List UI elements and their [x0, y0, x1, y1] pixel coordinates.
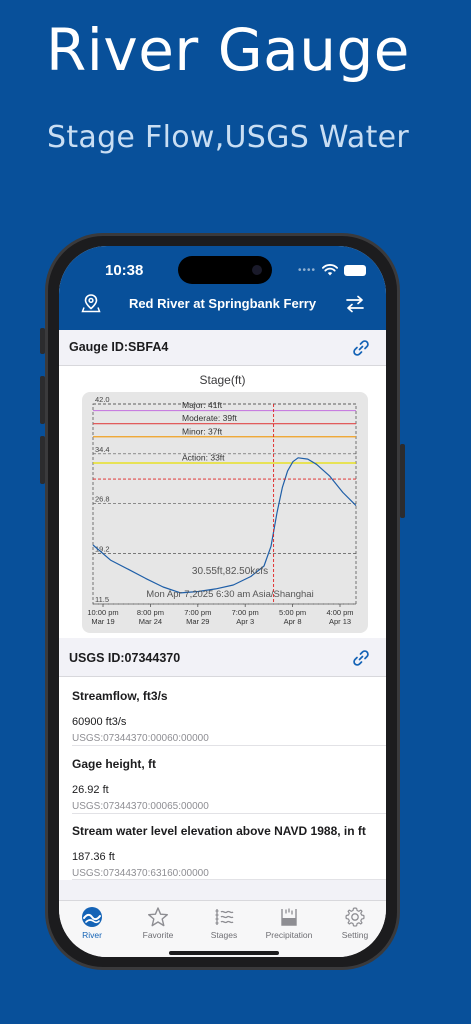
nav-title: Red River at Springbank Ferry — [128, 296, 317, 311]
gear-icon — [345, 907, 365, 927]
y-tick-label: 42.0 — [95, 395, 110, 404]
parameter-name: Streamflow, ft3/s — [72, 689, 168, 703]
chart-panel: Stage(ft) 42.0 34.4 26.8 19.2 11.5 Major: 41f… — [59, 366, 386, 638]
stages-waves-icon — [215, 909, 234, 925]
list-item[interactable]: Stream water level elevation above NAVD … — [72, 824, 386, 880]
power-button — [400, 444, 405, 518]
home-indicator — [169, 951, 279, 955]
tab-label: Stages — [210, 930, 238, 940]
x-tick-time: 4:00 pm — [326, 608, 353, 617]
stage-chart[interactable]: 42.0 34.4 26.8 19.2 11.5 Major: 41ft Moderate:… — [82, 392, 368, 633]
promo-subtitle: Stage Flow,USGS Water — [47, 120, 410, 155]
parameter-name: Stream water level elevation above NAVD … — [72, 824, 366, 838]
wifi-icon — [322, 264, 338, 276]
cellular-signal-icon: •••• — [297, 264, 316, 276]
usgs-id-row: USGS ID:07344370 — [59, 638, 386, 677]
swap-arrows-icon[interactable] — [344, 294, 366, 314]
tab-precipitation[interactable]: Precipitation — [259, 906, 319, 940]
parameter-code: USGS:07344370:63160:00000 — [72, 868, 209, 879]
usgs-id-label: USGS ID:07344370 — [69, 651, 181, 665]
parameter-value: 26.92 ft — [72, 784, 109, 796]
tab-label: River — [82, 930, 102, 940]
status-time: 10:38 — [105, 262, 144, 279]
gauge-id-row: Gauge ID:SBFA4 — [59, 330, 386, 366]
tab-bar: River Favorite Stages — [59, 900, 386, 957]
gauge-id-label: Gauge ID:SBFA4 — [69, 340, 169, 354]
list-item[interactable]: Gage height, ft 26.92 ft USGS:07344370:0… — [72, 757, 386, 814]
tab-label: Setting — [341, 930, 369, 940]
crosshair-time-label: Mon Apr 7,2025 6:30 am Asia/Shanghai — [146, 589, 313, 600]
volume-down-button — [40, 436, 45, 484]
chart-title: Stage(ft) — [199, 373, 246, 387]
threshold-label: Moderate: 39ft — [182, 413, 237, 423]
series-line — [92, 457, 357, 594]
app-header: 10:38 •••• Red River at Springbank Ferry — [59, 246, 386, 330]
battery-icon — [344, 264, 366, 276]
x-tick-date: Mar 29 — [186, 617, 209, 626]
volume-up-button — [40, 376, 45, 424]
tab-setting[interactable]: Setting — [325, 906, 385, 940]
link-icon[interactable] — [352, 339, 370, 357]
x-tick-time: 8:00 pm — [137, 608, 164, 617]
x-tick-date: Apr 8 — [284, 617, 302, 626]
x-tick-date: Apr 3 — [236, 617, 254, 626]
rain-gauge-icon — [281, 908, 297, 926]
y-tick-label: 26.8 — [95, 495, 110, 504]
y-tick-label: 19.2 — [95, 545, 110, 554]
x-tick-time: 7:00 pm — [184, 608, 211, 617]
x-tick-date: Mar 24 — [139, 617, 162, 626]
promo-title: River Gauge — [46, 16, 410, 84]
usgs-link-icon[interactable] — [352, 649, 370, 667]
dynamic-island — [178, 256, 272, 284]
threshold-label: Minor: 37ft — [182, 426, 223, 436]
star-icon — [148, 907, 168, 927]
crosshair-value-label: 30.55ft,82.50kcfs — [192, 566, 268, 577]
parameter-code: USGS:07344370:00065:00000 — [72, 801, 209, 812]
stage-chart-svg[interactable]: 42.0 34.4 26.8 19.2 11.5 Major: 41ft Moderate:… — [82, 392, 368, 633]
x-tick-date: Mar 19 — [91, 617, 114, 626]
river-wave-icon — [82, 907, 102, 927]
usgs-parameter-list: Streamflow, ft3/s 60900 ft3/s USGS:07344… — [59, 677, 386, 880]
parameter-value: 60900 ft3/s — [72, 716, 127, 728]
x-tick-time: 10:00 pm — [87, 608, 118, 617]
status-icons: •••• — [298, 264, 366, 276]
parameter-value: 187.36 ft — [72, 851, 115, 863]
x-tick-time: 5:00 pm — [279, 608, 306, 617]
x-tick-time: 7:00 pm — [232, 608, 259, 617]
x-tick-date: Apr 13 — [329, 617, 351, 626]
phone-frame: 10:38 •••• Red River at Springbank Ferry — [40, 233, 405, 970]
threshold-label: Action: 33ft — [182, 453, 225, 463]
y-tick-label: 34.4 — [95, 445, 110, 454]
y-tick-label: 11.5 — [95, 595, 109, 604]
tab-river[interactable]: River — [62, 906, 122, 940]
app-screen: 10:38 •••• Red River at Springbank Ferry — [59, 246, 386, 957]
threshold-label: Major: 41ft — [182, 400, 223, 410]
map-pin-icon[interactable] — [81, 293, 101, 313]
parameter-code: USGS:07344370:00060:00000 — [72, 733, 209, 744]
tab-stages[interactable]: Stages — [194, 906, 254, 940]
tab-label: Precipitation — [265, 930, 313, 940]
tab-label: Favorite — [142, 930, 174, 940]
action-button — [40, 328, 45, 354]
tab-favorite[interactable]: Favorite — [128, 906, 188, 940]
parameter-name: Gage height, ft — [72, 757, 156, 771]
list-item[interactable]: Streamflow, ft3/s 60900 ft3/s USGS:07344… — [72, 689, 386, 746]
